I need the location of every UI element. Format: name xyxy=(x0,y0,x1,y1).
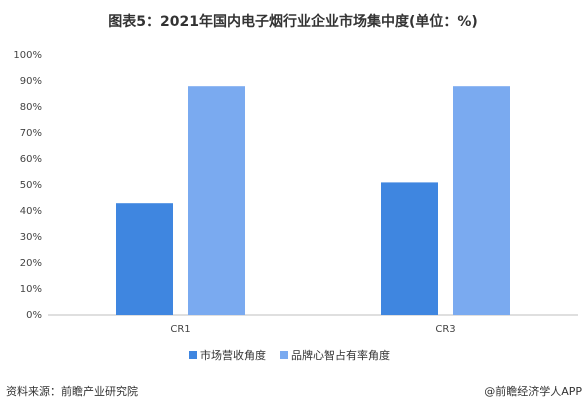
legend-swatch xyxy=(280,351,288,359)
legend-label: 市场营收角度 xyxy=(200,348,266,362)
y-tick-label: 100% xyxy=(13,50,42,61)
y-tick-label: 90% xyxy=(20,76,42,87)
y-tick-label: 10% xyxy=(20,284,42,295)
x-tick-label: CR3 xyxy=(435,324,455,335)
y-tick-label: 60% xyxy=(20,154,42,165)
bar xyxy=(116,203,173,315)
y-tick-label: 40% xyxy=(20,206,42,217)
y-tick-label: 30% xyxy=(20,232,42,243)
y-tick-label: 20% xyxy=(20,258,42,269)
bar xyxy=(188,86,245,315)
bar xyxy=(453,86,510,315)
source: 资料来源：前瞻产业研究院 xyxy=(6,384,138,398)
x-tick-label: CR1 xyxy=(170,324,190,335)
bar xyxy=(381,182,438,315)
legend-label: 品牌心智占有率角度 xyxy=(291,348,390,362)
legend-swatch xyxy=(189,351,197,359)
y-tick-label: 0% xyxy=(26,310,42,321)
y-tick-label: 70% xyxy=(20,128,42,139)
y-tick-label: 50% xyxy=(20,180,42,191)
credit: @前瞻经济学人APP xyxy=(484,384,582,398)
y-tick-label: 80% xyxy=(20,102,42,113)
chart-title: 图表5：2021年国内电子烟行业企业市场集中度(单位：%) xyxy=(108,13,478,30)
